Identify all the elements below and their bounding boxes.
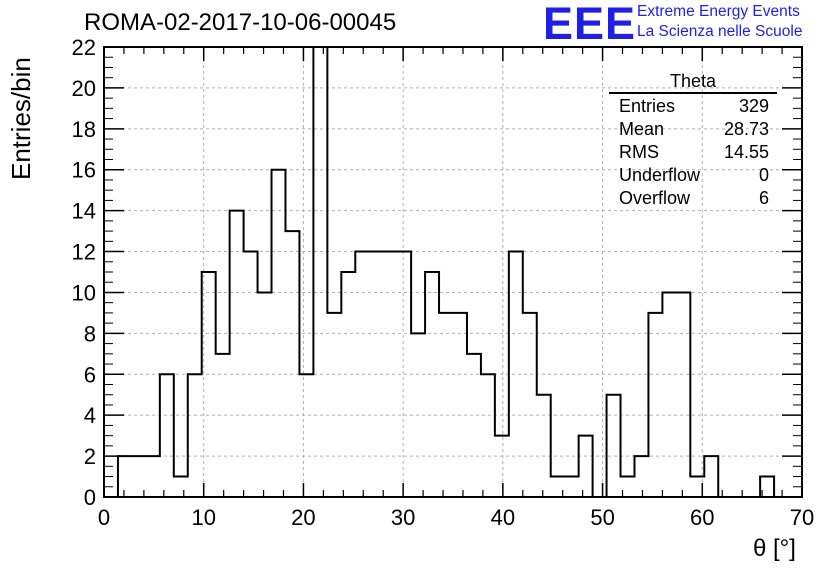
stats-value: 14.55 (723, 142, 769, 162)
y-tick-label: 20 (72, 76, 96, 101)
y-tick-label: 6 (84, 362, 96, 387)
y-tick-label: 10 (72, 280, 96, 305)
stats-label: Underflow (619, 165, 701, 185)
stats-label: RMS (619, 142, 659, 162)
eee-logo: EEE (543, 0, 637, 49)
x-tick-label: 60 (690, 505, 714, 530)
stats-label: Mean (619, 119, 665, 139)
y-tick-label: 2 (84, 444, 96, 469)
logo-caption: Extreme Energy Events La Scienza nelle S… (637, 2, 802, 42)
stats-value: 0 (758, 165, 769, 185)
y-tick-label: 12 (72, 240, 96, 265)
chart-title: ROMA-02-2017-10-06-00045 (84, 9, 397, 36)
stats-title: Theta (609, 70, 777, 94)
y-tick-label: 16 (72, 158, 96, 183)
x-tick-label: 20 (291, 505, 315, 530)
x-tick-label: 50 (590, 505, 614, 530)
y-tick-label: 0 (84, 485, 96, 510)
histogram-line (104, 46, 802, 498)
stats-row-entries: Entries 329 (609, 95, 777, 118)
stats-box: Theta Entries 329 Mean 28.73 RMS 14.55 Unde… (609, 70, 777, 210)
stats-value: 329 (738, 96, 769, 116)
x-tick-label: 0 (98, 505, 110, 530)
x-axis-label: θ [°] (753, 535, 796, 562)
x-tick-label: 40 (491, 505, 515, 530)
y-tick-label: 14 (72, 199, 96, 224)
stats-row-underflow: Underflow 0 (609, 164, 777, 187)
y-tick-label: 18 (72, 117, 96, 142)
stats-row-overflow: Overflow 6 (609, 187, 777, 210)
axis-ticks (103, 46, 803, 498)
stats-value: 6 (758, 188, 769, 208)
y-tick-label: 8 (84, 321, 96, 346)
x-tick-label: 10 (191, 505, 215, 530)
logo-caption-line1: Extreme Energy Events (637, 3, 800, 20)
y-axis-label: Entries/bin (6, 57, 36, 180)
stats-row-rms: RMS 14.55 (609, 141, 777, 164)
stats-label: Entries (619, 96, 676, 116)
logo-caption-line2: La Scienza nelle Scuole (637, 23, 803, 40)
x-tick-label: 70 (790, 505, 814, 530)
stats-row-mean: Mean 28.73 (609, 118, 777, 141)
y-tick-label: 22 (72, 35, 96, 60)
stats-label: Overflow (619, 188, 691, 208)
x-tick-label: 30 (391, 505, 415, 530)
stats-value: 28.73 (723, 119, 769, 139)
grid-lines (104, 47, 802, 497)
y-tick-label: 4 (84, 403, 96, 428)
